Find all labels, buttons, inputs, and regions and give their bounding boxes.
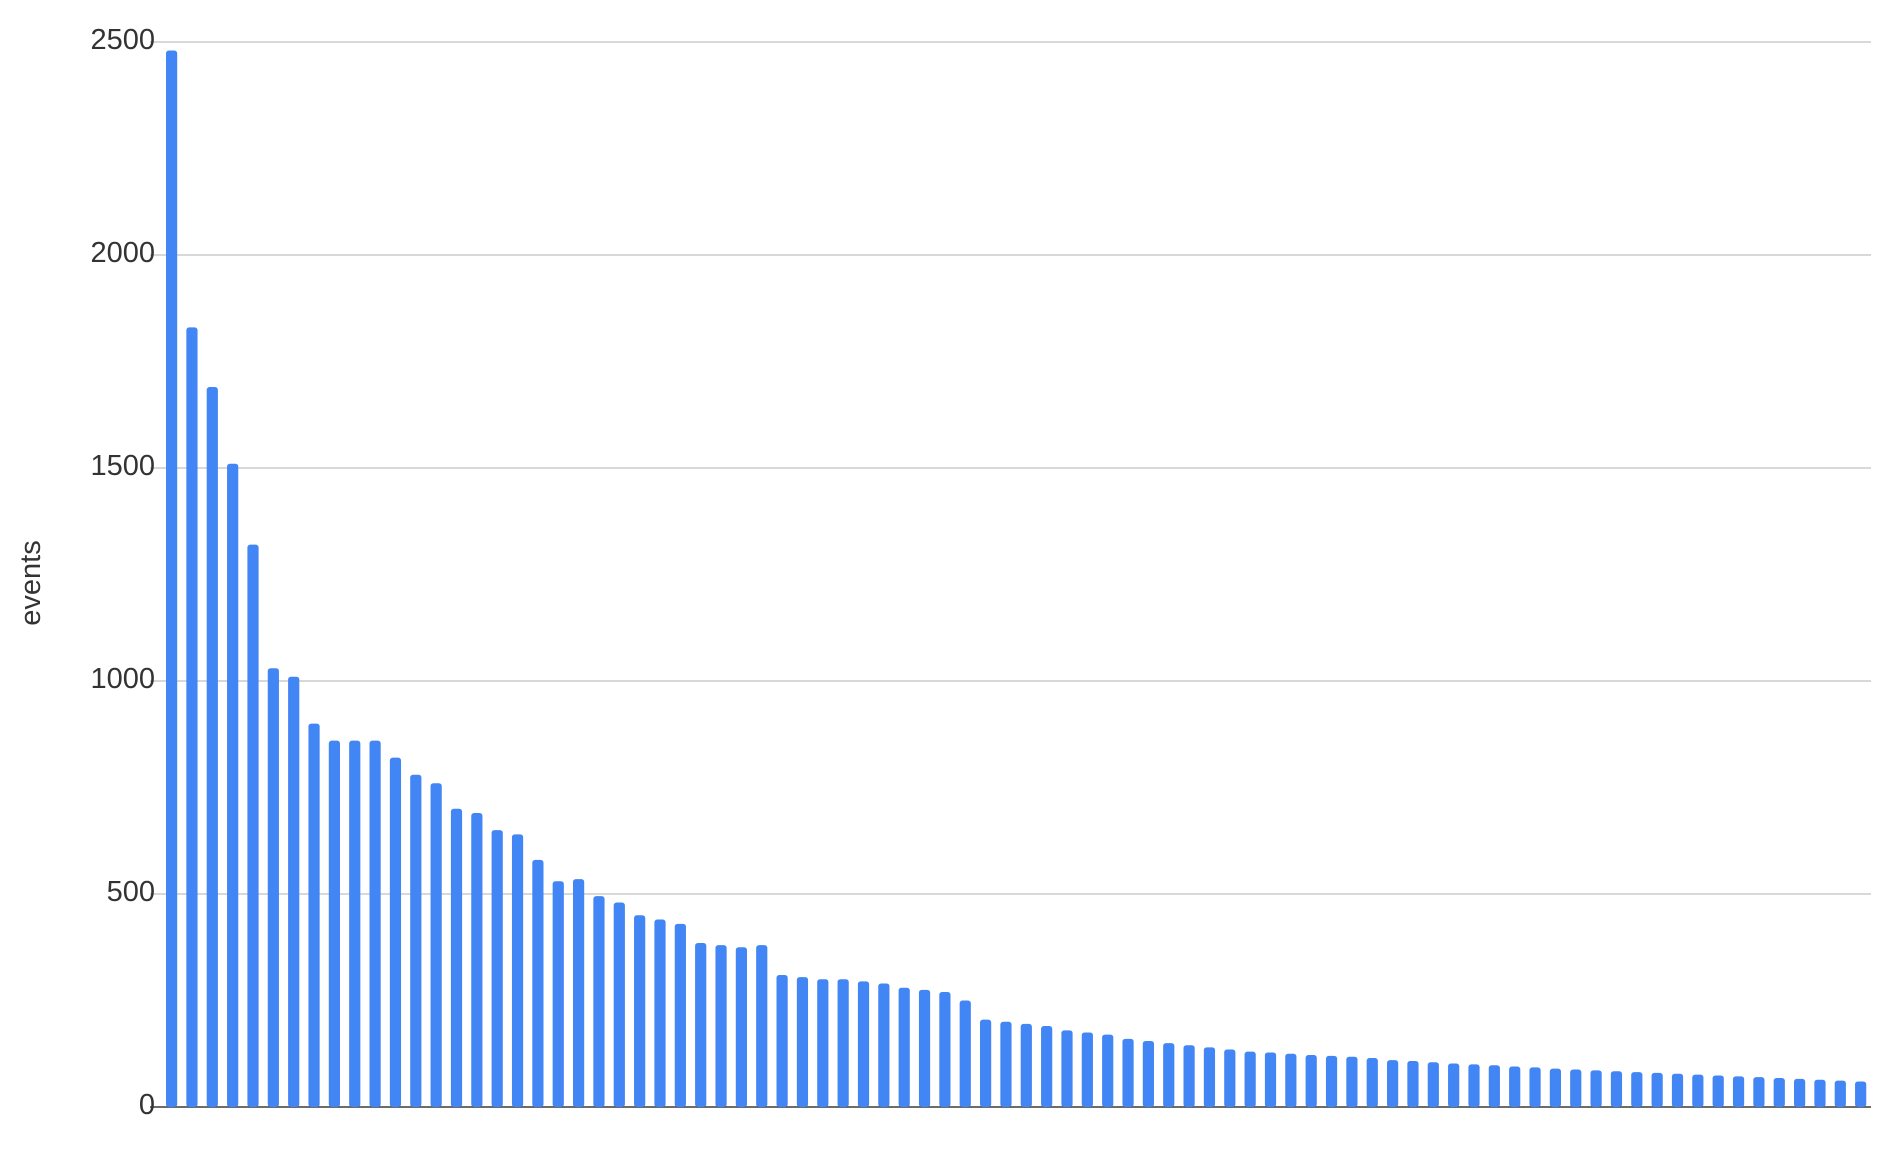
svg-text:2500: 2500 xyxy=(90,24,155,56)
svg-text:1000: 1000 xyxy=(90,663,155,695)
svg-text:1500: 1500 xyxy=(90,450,155,482)
svg-text:0: 0 xyxy=(139,1089,155,1121)
svg-text:events: events xyxy=(15,540,47,625)
svg-text:2000: 2000 xyxy=(90,237,155,269)
svg-text:500: 500 xyxy=(107,876,155,908)
